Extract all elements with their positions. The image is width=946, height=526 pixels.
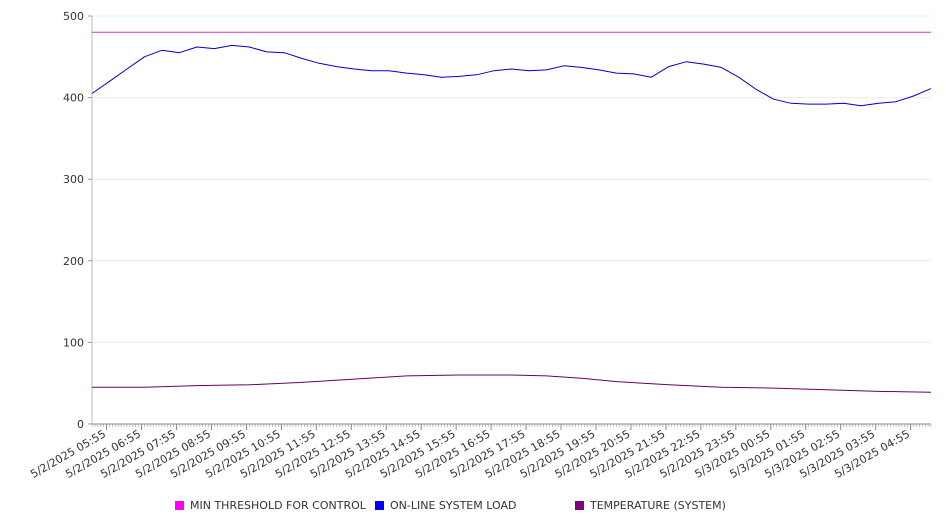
axes bbox=[91, 16, 931, 425]
y-tick-label-2: 200 bbox=[63, 255, 84, 268]
y-axis-ticks: 0 100 200 300 400 500 bbox=[63, 10, 92, 431]
grid-lines bbox=[92, 15, 931, 343]
legend-label-min-threshold: MIN THRESHOLD FOR CONTROL bbox=[190, 499, 366, 512]
legend: MIN THRESHOLD FOR CONTROL ON-LINE SYSTEM… bbox=[0, 497, 946, 517]
legend-swatch-min-threshold bbox=[175, 501, 184, 510]
y-tick-label-4: 400 bbox=[63, 92, 84, 105]
legend-item-system-load: ON-LINE SYSTEM LOAD bbox=[375, 499, 516, 512]
legend-swatch-temperature bbox=[575, 501, 584, 510]
y-tick-label-0: 0 bbox=[77, 418, 84, 431]
series-group bbox=[91, 31, 932, 393]
legend-label-temperature: TEMPERATURE (SYSTEM) bbox=[590, 499, 726, 512]
y-tick-label-1: 100 bbox=[63, 336, 84, 349]
series-line-system-load bbox=[91, 44, 932, 107]
legend-swatch-system-load bbox=[375, 501, 384, 510]
y-tick-label-5: 500 bbox=[63, 10, 84, 23]
x-axis-ticks: 5/2/2025 05:555/2/2025 06:555/2/2025 07:… bbox=[28, 424, 932, 481]
legend-item-temperature: TEMPERATURE (SYSTEM) bbox=[575, 499, 726, 512]
legend-label-system-load: ON-LINE SYSTEM LOAD bbox=[390, 499, 517, 512]
y-tick-label-3: 300 bbox=[63, 173, 84, 186]
legend-item-min-threshold: MIN THRESHOLD FOR CONTROL bbox=[175, 499, 366, 512]
series-line-temperature bbox=[92, 374, 932, 393]
